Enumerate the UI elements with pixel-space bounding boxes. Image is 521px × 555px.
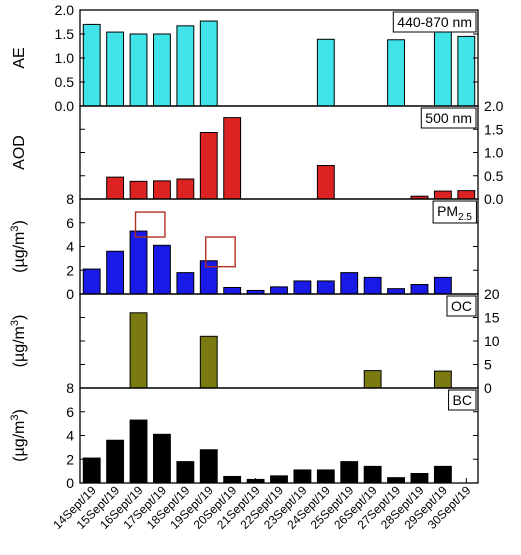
y-tick-label: 2 (66, 451, 74, 467)
bar (176, 25, 195, 107)
y-tick-label: 4 (66, 239, 74, 255)
y-tick-label: 0 (484, 380, 492, 396)
y-tick-label: 15 (484, 310, 500, 326)
panel-2: 0.0 0.5 1.0 1.5 2.0 AOD 500 nm (11, 98, 504, 207)
y-tick-label: 2 (66, 262, 74, 278)
bar (199, 260, 218, 295)
panel-label-box (420, 107, 477, 129)
bar (457, 190, 476, 200)
bar (106, 31, 125, 107)
y-tick-label: 6 (66, 215, 74, 231)
bar (129, 312, 148, 389)
bar (82, 23, 101, 107)
bar (129, 33, 148, 107)
bar (363, 276, 382, 295)
y-tick-label: 8 (66, 380, 74, 396)
bar (106, 250, 125, 295)
y-tick-label: 0 (66, 475, 74, 491)
bar (387, 288, 405, 295)
panel-label: PM2.5 (437, 203, 472, 223)
y-axis-label: (µg/m3) (9, 409, 28, 462)
bar (153, 180, 171, 200)
bar (129, 230, 148, 295)
highlight-box (205, 236, 236, 268)
bar (223, 286, 242, 295)
bar (153, 433, 171, 484)
y-tick-label: 1.0 (484, 145, 504, 161)
y-tick-label: 0.5 (484, 168, 504, 184)
bar (433, 31, 452, 107)
y-tick-label: 1.5 (55, 26, 75, 42)
y-tick-label: 1.5 (484, 121, 504, 137)
y-tick-label: 2.0 (484, 98, 504, 114)
bar (129, 419, 148, 484)
y-tick-label: 20 (484, 286, 500, 302)
highlight-box (134, 211, 166, 238)
bar (433, 276, 452, 295)
y-tick-label: 1.0 (55, 50, 75, 66)
y-tick-label: 2.0 (55, 2, 75, 18)
bar (82, 268, 101, 295)
bar (363, 370, 382, 389)
panel-4: 0 5 10 15 20 (µg/m3) OC (9, 286, 500, 396)
bar (316, 38, 335, 107)
bar (153, 244, 171, 295)
panel-label: 500 nm (425, 110, 472, 126)
bar (457, 35, 476, 107)
panel-label: BC (453, 392, 472, 408)
y-tick-label: 6 (66, 404, 74, 420)
y-tick-label: 8 (66, 191, 74, 207)
panel-label-box (432, 200, 477, 224)
bar (433, 370, 452, 389)
bar (270, 286, 288, 295)
panel-label-box (392, 11, 477, 33)
bar (293, 280, 312, 295)
bar (387, 39, 405, 107)
panel-3: 0 2 4 6 8 (µg/m3) PM2.5 (9, 191, 479, 302)
bar (199, 335, 218, 389)
y-axis-label: (µg/m3) (9, 220, 28, 273)
bar (316, 165, 335, 200)
y-tick-label: 5 (484, 357, 492, 373)
y-axis-label: AOD (11, 135, 28, 170)
bar (316, 280, 335, 295)
bar (340, 272, 359, 295)
bar (129, 180, 148, 200)
panel-label: 440-870 nm (397, 14, 472, 30)
y-tick-label: 0.0 (55, 98, 75, 114)
y-tick-label: 4 (66, 428, 74, 444)
y-axis-label: (µg/m3) (9, 315, 28, 368)
panel-label-box (446, 295, 477, 317)
y-tick-label: 0.0 (484, 191, 504, 207)
bar (223, 117, 242, 200)
bar (176, 178, 195, 200)
y-axis-label: AE (11, 47, 28, 68)
bar (106, 439, 125, 484)
bar (199, 132, 218, 200)
bar (106, 176, 125, 200)
y-tick-label: 0 (66, 286, 74, 302)
bar (199, 20, 218, 107)
bar (153, 33, 171, 107)
bar (433, 190, 452, 200)
panel-label-box (448, 389, 477, 411)
bar (176, 272, 195, 295)
panel-label: OC (451, 298, 472, 314)
panel-5: 0 2 4 6 8 (µg/m3) BC (9, 380, 479, 491)
y-tick-label: 0.5 (55, 74, 75, 90)
panel-1: 0.0 0.5 1.0 1.5 2.0 AE 440-870 nm (11, 2, 479, 114)
bar (410, 284, 429, 295)
y-tick-label: 10 (484, 333, 500, 349)
